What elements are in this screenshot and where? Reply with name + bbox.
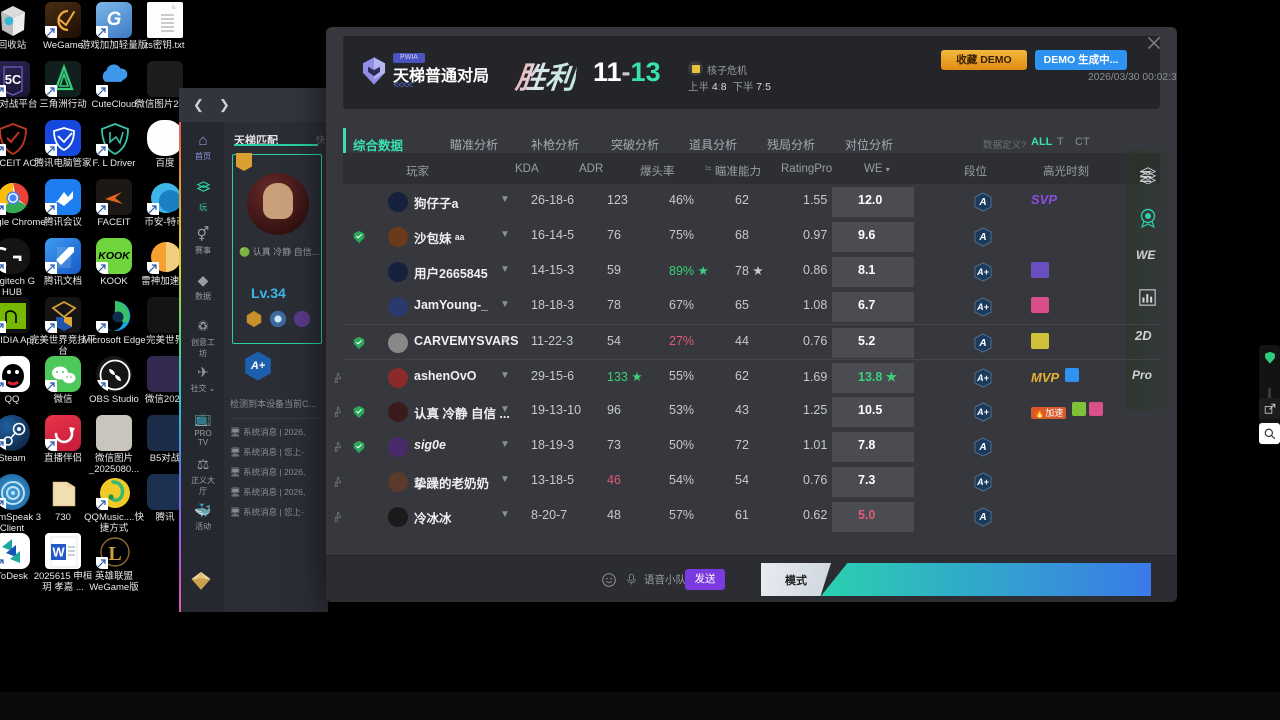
svg-text:L: L xyxy=(108,543,121,565)
svg-text:W: W xyxy=(52,545,65,560)
svg-text:5C: 5C xyxy=(5,72,22,87)
